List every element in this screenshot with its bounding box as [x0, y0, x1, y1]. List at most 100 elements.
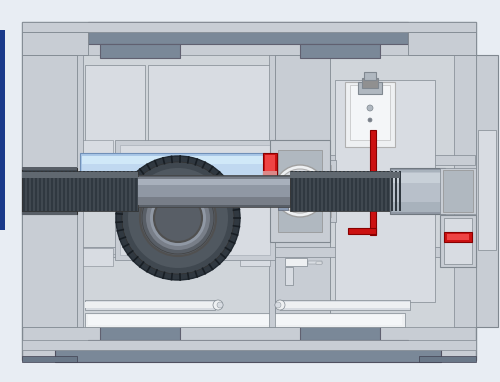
Bar: [278, 160, 336, 222]
Bar: [330, 55, 475, 327]
Bar: [22, 172, 77, 173]
Bar: [269, 55, 275, 327]
Circle shape: [122, 162, 234, 274]
Bar: [300, 326, 380, 340]
Circle shape: [275, 302, 281, 308]
Bar: [39, 171, 41, 211]
Bar: [275, 55, 330, 327]
Bar: [63, 171, 65, 211]
Bar: [67, 171, 69, 211]
Bar: [280, 302, 410, 308]
Bar: [77, 155, 275, 165]
Bar: [115, 140, 275, 260]
Bar: [77, 55, 275, 327]
Bar: [22, 186, 77, 187]
Bar: [275, 247, 475, 257]
Bar: [362, 78, 378, 88]
Bar: [85, 313, 405, 327]
Bar: [82, 156, 263, 164]
Bar: [138, 177, 290, 205]
Bar: [290, 172, 400, 178]
Bar: [444, 232, 472, 242]
Bar: [22, 179, 77, 180]
Bar: [0, 30, 5, 230]
Bar: [83, 140, 113, 158]
Bar: [283, 165, 331, 217]
Bar: [138, 179, 290, 185]
Bar: [79, 171, 81, 211]
Bar: [100, 326, 180, 340]
Circle shape: [116, 156, 240, 280]
Bar: [123, 171, 125, 211]
Bar: [295, 171, 297, 211]
Bar: [355, 171, 357, 211]
Bar: [339, 171, 341, 211]
Circle shape: [217, 302, 223, 308]
Bar: [363, 171, 365, 211]
Bar: [131, 171, 133, 211]
Bar: [22, 194, 77, 196]
Bar: [120, 145, 270, 255]
Bar: [59, 171, 61, 211]
Bar: [27, 171, 29, 211]
Bar: [278, 198, 288, 210]
Bar: [75, 171, 77, 211]
Bar: [22, 201, 77, 202]
Bar: [375, 171, 377, 211]
Bar: [31, 171, 33, 211]
Bar: [77, 247, 275, 257]
Circle shape: [278, 169, 322, 213]
Bar: [399, 171, 401, 211]
Bar: [22, 176, 77, 177]
Bar: [392, 172, 443, 202]
Bar: [263, 153, 277, 205]
Bar: [22, 22, 476, 360]
Bar: [300, 44, 380, 58]
Bar: [99, 171, 101, 211]
Bar: [22, 183, 77, 184]
Bar: [91, 171, 93, 211]
Circle shape: [367, 105, 373, 111]
Bar: [85, 65, 145, 165]
Bar: [316, 262, 322, 264]
Bar: [148, 65, 275, 165]
Bar: [138, 179, 290, 197]
Bar: [22, 200, 77, 201]
Circle shape: [285, 176, 315, 206]
Bar: [22, 55, 77, 327]
Bar: [77, 55, 83, 327]
Bar: [80, 153, 265, 205]
Bar: [22, 172, 138, 178]
Bar: [22, 203, 77, 204]
Bar: [347, 171, 349, 211]
Bar: [343, 171, 345, 211]
Bar: [22, 196, 77, 197]
Bar: [82, 156, 263, 202]
Bar: [51, 171, 53, 211]
Bar: [392, 170, 443, 212]
Bar: [440, 215, 476, 267]
Bar: [22, 205, 77, 206]
Bar: [299, 171, 301, 211]
Bar: [291, 171, 293, 211]
Bar: [22, 167, 77, 170]
Circle shape: [146, 186, 210, 250]
Bar: [383, 171, 385, 211]
Bar: [278, 150, 322, 232]
Bar: [240, 140, 270, 158]
Circle shape: [140, 180, 216, 256]
Bar: [379, 171, 381, 211]
Bar: [478, 130, 496, 250]
Bar: [350, 85, 390, 140]
Bar: [447, 234, 469, 240]
Bar: [85, 300, 215, 310]
Bar: [371, 171, 373, 211]
Bar: [22, 208, 77, 209]
Bar: [88, 315, 402, 325]
Bar: [83, 155, 275, 162]
Bar: [391, 171, 393, 211]
Bar: [263, 171, 277, 187]
Bar: [95, 171, 97, 211]
Bar: [440, 168, 476, 214]
Bar: [22, 181, 77, 182]
